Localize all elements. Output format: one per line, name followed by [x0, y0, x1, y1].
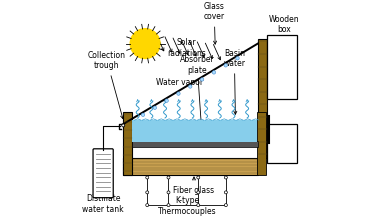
Circle shape: [189, 85, 192, 88]
FancyBboxPatch shape: [123, 158, 258, 175]
Circle shape: [141, 113, 145, 117]
Text: K-type
Thermocouples: K-type Thermocouples: [158, 196, 217, 216]
Circle shape: [224, 64, 227, 67]
Circle shape: [146, 191, 149, 194]
Text: Feed
Water
Tank: Feed Water Tank: [271, 52, 294, 82]
Text: Brine
Drain: Brine Drain: [272, 134, 293, 153]
Circle shape: [197, 191, 200, 194]
Circle shape: [153, 106, 156, 110]
FancyBboxPatch shape: [132, 141, 258, 147]
FancyBboxPatch shape: [132, 120, 257, 142]
Circle shape: [122, 124, 125, 127]
Circle shape: [177, 92, 180, 95]
Circle shape: [167, 204, 170, 207]
Circle shape: [167, 176, 170, 179]
Circle shape: [146, 176, 149, 179]
FancyBboxPatch shape: [267, 35, 297, 99]
FancyBboxPatch shape: [258, 39, 267, 158]
Text: Basin
water: Basin water: [223, 49, 245, 114]
Text: Wooden
box: Wooden box: [269, 15, 300, 34]
Circle shape: [165, 99, 168, 102]
Text: Glass
cover: Glass cover: [204, 2, 225, 44]
Circle shape: [197, 204, 200, 207]
FancyBboxPatch shape: [123, 112, 132, 175]
Circle shape: [200, 78, 204, 81]
Circle shape: [224, 191, 227, 194]
Text: Fiber glass: Fiber glass: [173, 177, 215, 195]
Text: Distillate
water tank: Distillate water tank: [82, 194, 124, 214]
Circle shape: [146, 204, 149, 207]
Text: Collection
trough: Collection trough: [88, 51, 126, 119]
Text: Sun: Sun: [135, 39, 155, 48]
Circle shape: [130, 29, 160, 58]
Circle shape: [212, 71, 216, 74]
Circle shape: [167, 191, 170, 194]
Circle shape: [224, 176, 227, 179]
FancyBboxPatch shape: [257, 112, 266, 175]
Circle shape: [197, 176, 200, 179]
FancyBboxPatch shape: [267, 124, 297, 163]
Text: Water vapor: Water vapor: [156, 78, 203, 87]
Circle shape: [224, 204, 227, 207]
Text: Solar
radiations: Solar radiations: [167, 38, 206, 58]
FancyBboxPatch shape: [93, 149, 113, 198]
Circle shape: [236, 57, 239, 60]
Text: Absorber
plate: Absorber plate: [180, 55, 215, 139]
